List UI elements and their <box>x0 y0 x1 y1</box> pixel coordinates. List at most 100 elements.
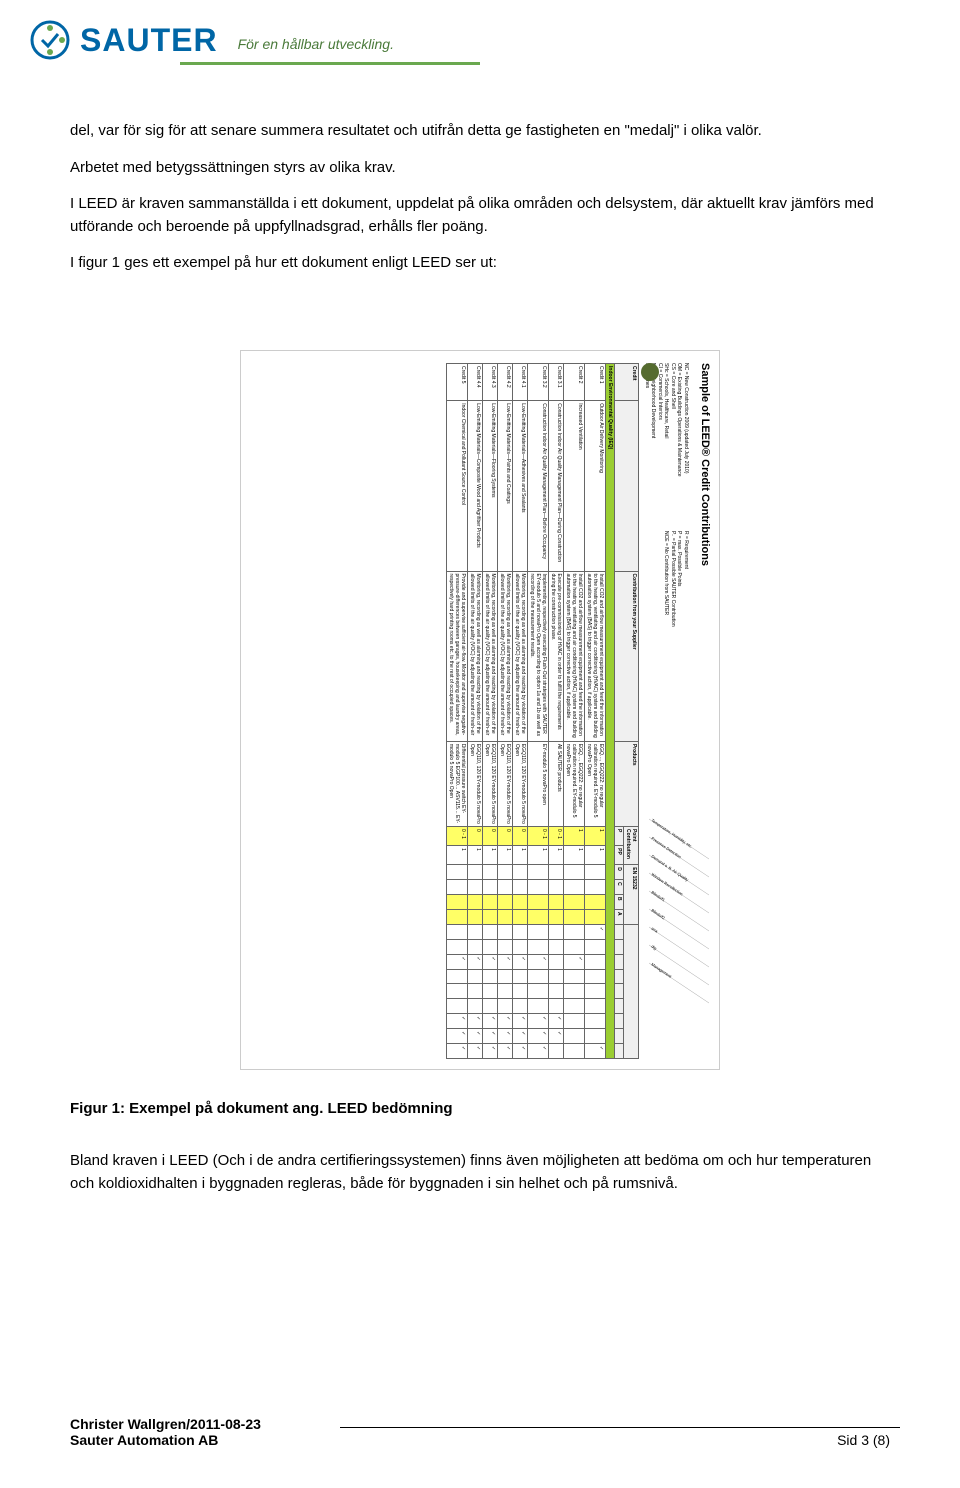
table-row: Credit 4.2Low-Emitting Materials—Paints … <box>498 364 513 1059</box>
table-cell: 1 <box>468 846 483 865</box>
table-cell: Credit 4.4 <box>468 364 483 401</box>
table-row: Credit 3.1Construction Indoor Air Qualit… <box>549 364 564 1059</box>
legend-line: SHc = Schools, Healthcare, Retail <box>663 363 670 477</box>
table-cell: ✓ <box>513 1043 528 1058</box>
table-cell <box>585 1029 606 1044</box>
table-cell: 1 <box>585 846 606 865</box>
table-cell: ✓ <box>498 1043 513 1058</box>
table-cell <box>585 939 606 954</box>
table-cell <box>468 909 483 924</box>
table-cell: EGQ110, 120 EY-modulo 5 novaPro Open <box>498 741 513 826</box>
table-row: Credit 5Indoor Chemical and Pollutant So… <box>447 364 468 1059</box>
table-cell <box>483 865 498 880</box>
table-cell <box>498 895 513 910</box>
table-cell <box>585 895 606 910</box>
table-cell <box>483 909 498 924</box>
para-5: Bland kraven i LEED (Och i de andra cert… <box>70 1150 890 1195</box>
table-row: Credit 4.4Low-Emitting Materials—Composi… <box>468 364 483 1059</box>
legend-line: NC = New Construction 2009 (updated July… <box>683 363 690 477</box>
table-cell <box>468 880 483 895</box>
table-cell <box>498 909 513 924</box>
table-cell: 1 <box>447 846 468 865</box>
leed-document: Sample of LEED® Credit Contributions NC … <box>240 350 720 1070</box>
table-cell <box>564 924 585 939</box>
legend-line: P.. = Partial Possible SAUTER Contributi… <box>670 531 677 627</box>
logo: SAUTER <box>30 20 218 60</box>
table-cell <box>585 969 606 984</box>
table-cell: 0 <box>483 826 498 845</box>
table-cell <box>498 969 513 984</box>
para-3: I LEED är kraven sammanställda i ett dok… <box>70 193 890 238</box>
table-cell <box>483 924 498 939</box>
table-cell: ✓ <box>447 1029 468 1044</box>
table-header: D <box>615 865 624 880</box>
svg-text:Management: Management <box>650 962 673 980</box>
sauter-logo-icon <box>30 20 70 60</box>
table-cell: Install CO2 and airflow measurement equi… <box>564 571 585 741</box>
room-header-diagonals: Temperature, Humidity, etc.Presence Dete… <box>649 809 709 1029</box>
svg-text:Blinds/f1: Blinds/f1 <box>650 890 666 903</box>
table-cell <box>447 865 468 880</box>
table-row: Credit 2Increased VentilationInstall CO2… <box>564 364 585 1059</box>
table-cell: ✓ <box>528 1029 549 1044</box>
table-cell: ✓ <box>585 924 606 939</box>
table-cell: 0 <box>498 826 513 845</box>
table-cell: Credit 4.2 <box>498 364 513 401</box>
table-cell <box>447 999 468 1014</box>
legend-line: CI = Commercial Interiors <box>657 363 664 477</box>
table-cell: 1 <box>498 846 513 865</box>
table-cell <box>549 895 564 910</box>
table-cell <box>513 895 528 910</box>
table-header: A <box>615 909 624 924</box>
table-cell <box>549 939 564 954</box>
table-cell <box>564 999 585 1014</box>
table-cell <box>513 984 528 999</box>
para-2: Arbetet med betygssättningen styrs av ol… <box>70 157 890 180</box>
table-cell: 0 - 1 <box>549 826 564 845</box>
table-cell <box>447 984 468 999</box>
table-cell: 1 <box>483 846 498 865</box>
table-cell: ✓ <box>513 1014 528 1029</box>
table-cell: EGQ…, EGQ222: no regular calibration req… <box>585 741 606 826</box>
table-cell: 1 <box>564 826 585 845</box>
table-cell: Install CO2 and airflow measurement equi… <box>585 571 606 741</box>
table-row: Credit 3.2Construction Indoor Air Qualit… <box>528 364 549 1059</box>
table-cell: 1 <box>564 846 585 865</box>
table-cell: ✓ <box>564 954 585 969</box>
table-cell <box>483 999 498 1014</box>
table-cell: EGQ110, 120 EY-modulo 5 novaPro Open <box>513 741 528 826</box>
table-cell <box>585 909 606 924</box>
table-cell: Indoor Chemical and Pollutant Source Con… <box>447 401 468 571</box>
table-cell: ✓ <box>483 1029 498 1044</box>
tagline: För en hållbar utveckling. <box>238 28 394 52</box>
footer-page: Sid 3 (8) <box>837 1432 890 1448</box>
table-header <box>615 1029 624 1044</box>
section-header: Indoor Environmental Quality (IEQ) <box>606 364 615 1059</box>
table-cell: EGQ110, 120 EY-modulo 5 novaPro Open <box>468 741 483 826</box>
table-cell <box>468 984 483 999</box>
para-1: del, var för sig för att senare summera … <box>70 120 890 143</box>
table-cell: ✓ <box>513 954 528 969</box>
table-cell <box>564 1014 585 1029</box>
legend-line: R = Requirement <box>683 531 690 627</box>
body-copy-2: Bland kraven i LEED (Och i de andra cert… <box>70 1150 890 1195</box>
table-row: Credit 4.1Low-Emitting Materials—Adhesiv… <box>513 364 528 1059</box>
table-cell <box>528 880 549 895</box>
table-header <box>615 939 624 954</box>
table-cell: Outdoor Air Delivery Monitoring <box>585 401 606 571</box>
table-cell <box>528 865 549 880</box>
table-cell <box>549 880 564 895</box>
table-cell <box>549 909 564 924</box>
table-header: C <box>615 880 624 895</box>
table-cell: Credit 4.3 <box>483 364 498 401</box>
table-cell <box>498 999 513 1014</box>
table-cell <box>549 969 564 984</box>
table-cell <box>513 924 528 939</box>
table-cell <box>564 895 585 910</box>
table-cell: Credit 3.2 <box>528 364 549 401</box>
table-cell: ✓ <box>498 954 513 969</box>
table-cell <box>513 939 528 954</box>
table-cell: Credit 2 <box>564 364 585 401</box>
table-cell: Monitoring, recording as well as alarmin… <box>498 571 513 741</box>
table-cell: ✓ <box>447 954 468 969</box>
